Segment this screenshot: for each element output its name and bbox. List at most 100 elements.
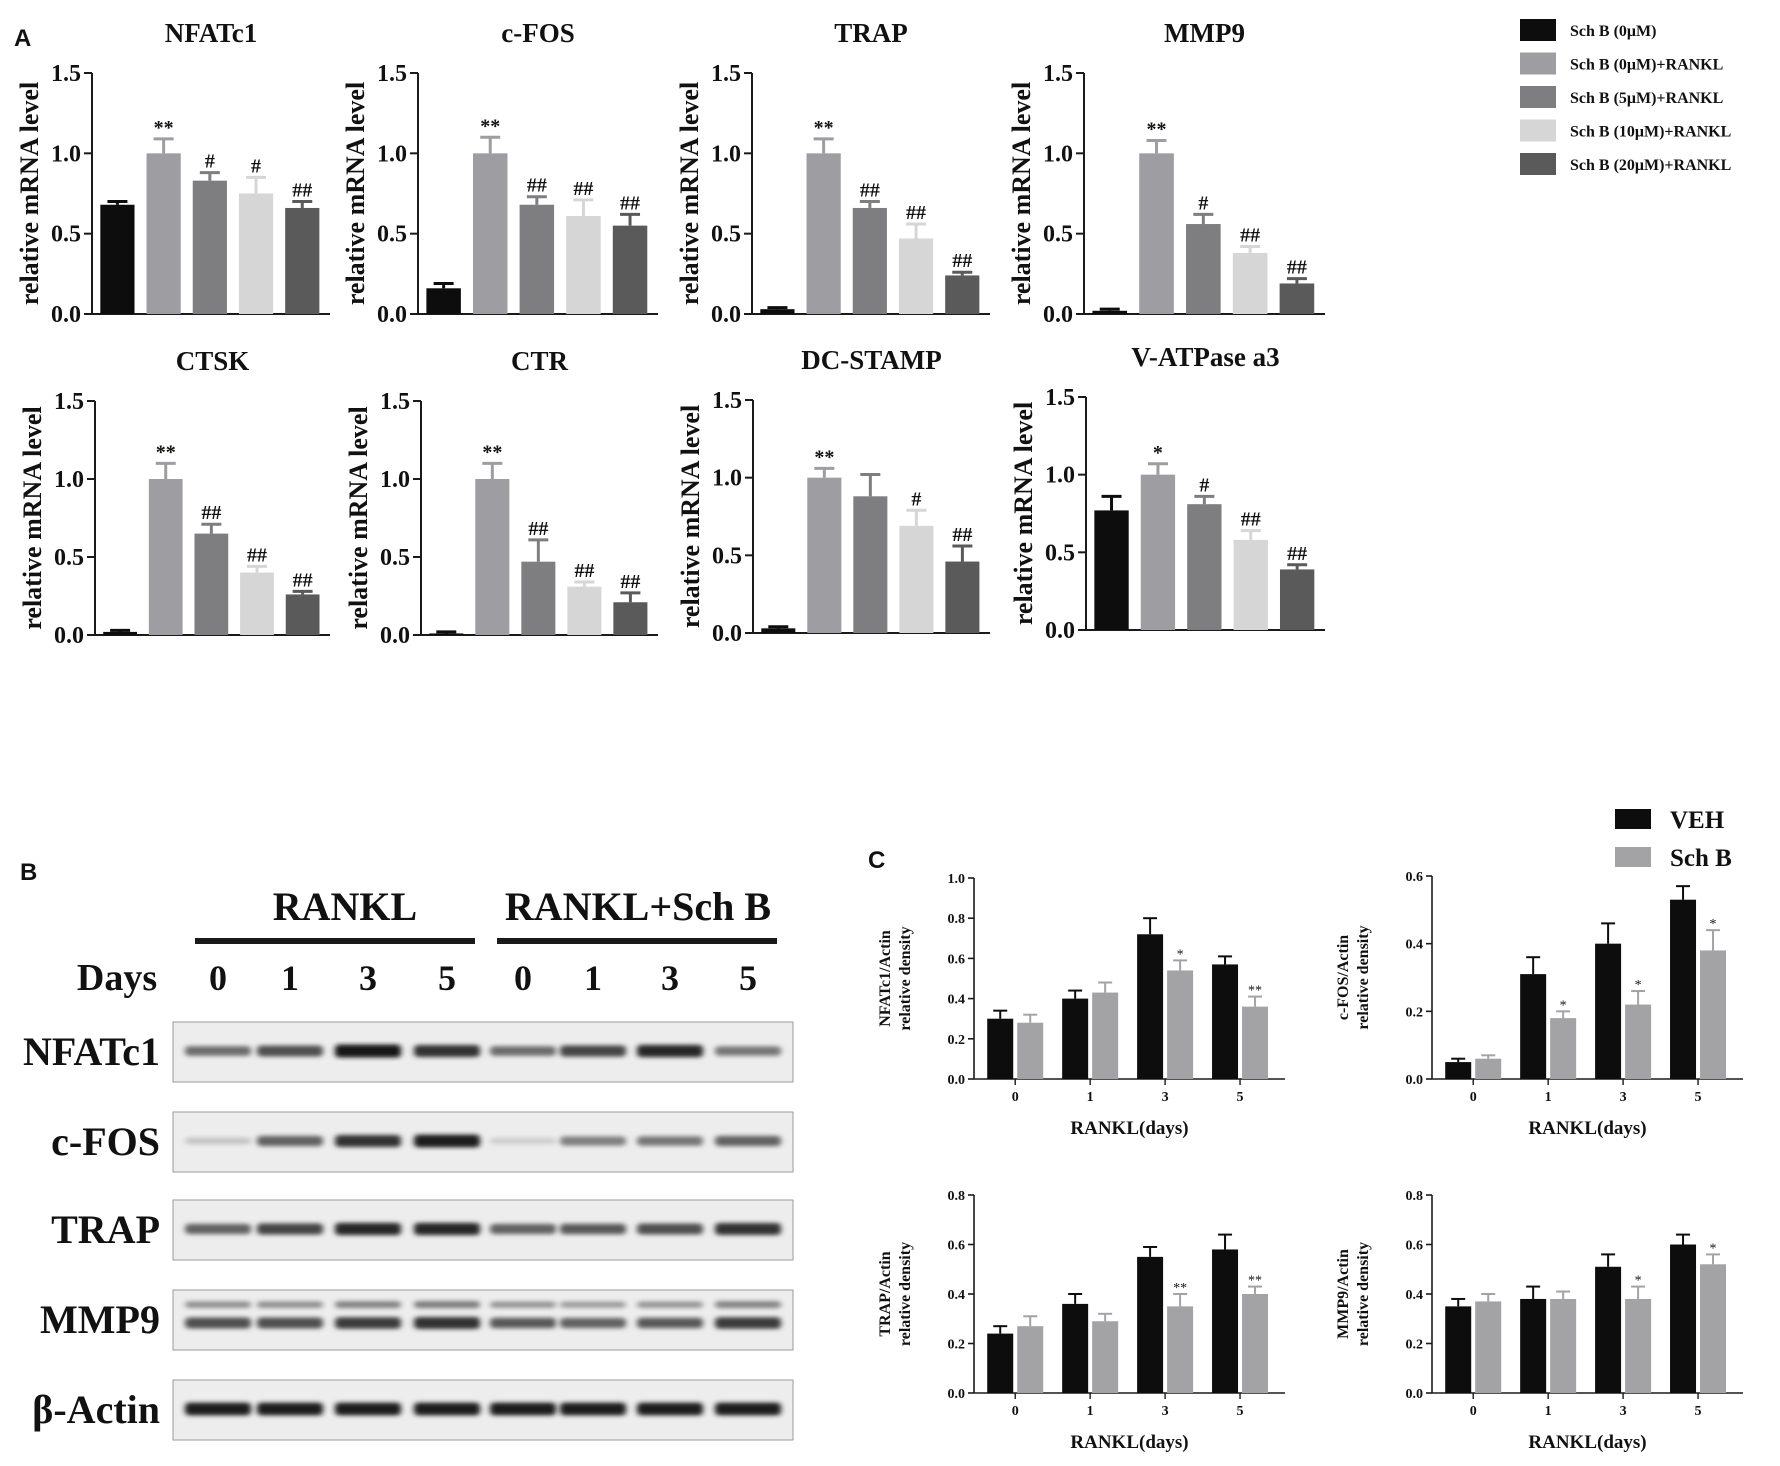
x-axis-label: RANKL(days) bbox=[1070, 1118, 1188, 1139]
bar bbox=[1167, 1306, 1194, 1393]
density-chart-1: NFATc1/Actin relative density 0.0 0.2 0.4 0.6… bbox=[877, 872, 1285, 1139]
y-axis-label: relative mRNA level bbox=[1007, 82, 1036, 305]
bar bbox=[1242, 1006, 1269, 1079]
bar bbox=[1139, 153, 1174, 314]
y-tick-label: 0.0 bbox=[1043, 302, 1073, 328]
panel-a-legend: Sch B (0μM) Sch B (0μM)+RANKL Sch B (5μM)+… bbox=[1520, 19, 1731, 175]
bar bbox=[1595, 1266, 1622, 1393]
blot-band bbox=[257, 1223, 323, 1235]
x-axis-label: RANKL(days) bbox=[1070, 1432, 1188, 1453]
bar bbox=[1475, 1301, 1502, 1393]
x-tick-label: 5 bbox=[1695, 1090, 1702, 1105]
chart-title: CTR bbox=[511, 346, 569, 376]
y-tick-label: 1.0 bbox=[54, 467, 84, 493]
x-tick-label: 0 bbox=[1012, 1090, 1019, 1105]
bar bbox=[519, 204, 555, 314]
blot-protein-label: TRAP bbox=[51, 1207, 160, 1252]
bar bbox=[240, 572, 274, 635]
blot-band bbox=[185, 1046, 251, 1056]
y-tick-label: 1.5 bbox=[54, 389, 84, 415]
bar bbox=[1062, 998, 1089, 1079]
blot-band bbox=[490, 1223, 556, 1235]
y-tick-label: 0.8 bbox=[948, 1189, 966, 1204]
y-tick-label: 0.4 bbox=[1406, 1288, 1424, 1303]
y-tick-label: 0.4 bbox=[1406, 938, 1424, 953]
significance-label: ## bbox=[860, 180, 880, 202]
y-tick-label: 0.2 bbox=[948, 1338, 966, 1353]
legend-swatch bbox=[1520, 52, 1556, 75]
blot-band bbox=[490, 1046, 556, 1056]
significance-label: ## bbox=[952, 250, 972, 272]
bar bbox=[1233, 539, 1268, 630]
bar bbox=[945, 275, 980, 314]
blot-band bbox=[185, 1137, 251, 1145]
bar bbox=[1445, 1306, 1472, 1393]
y-tick-label: 0.5 bbox=[54, 545, 84, 571]
mrna-chart-7: DC-STAMP relative mRNA level 0.0 0.5 1.0 1.5 *… bbox=[676, 345, 990, 647]
blot-lane-label: 5 bbox=[438, 958, 456, 998]
x-tick-label: 5 bbox=[1237, 1090, 1244, 1105]
y-tick-label: 0.2 bbox=[948, 1033, 966, 1048]
y-axis-label-line: relative density bbox=[897, 1242, 914, 1346]
chart-title: TRAP bbox=[834, 18, 908, 48]
bar bbox=[1212, 964, 1239, 1079]
significance-label: ** bbox=[482, 441, 502, 463]
y-tick-label: 0.0 bbox=[1406, 1387, 1424, 1402]
bar bbox=[472, 153, 508, 314]
bar bbox=[1520, 1298, 1547, 1393]
y-tick-label: 0.0 bbox=[712, 621, 742, 647]
bar bbox=[1140, 474, 1176, 630]
blot-band bbox=[257, 1301, 323, 1308]
chart-title: V-ATPase a3 bbox=[1131, 342, 1279, 372]
y-axis-label: c-FOS/Actin relative density bbox=[1335, 925, 1372, 1029]
blot-protein-label: c-FOS bbox=[51, 1119, 160, 1164]
blot-band bbox=[560, 1045, 626, 1057]
y-tick-label: 1.0 bbox=[948, 872, 966, 887]
blot-band bbox=[335, 1317, 401, 1329]
bar bbox=[1137, 1256, 1164, 1393]
bar bbox=[1279, 283, 1315, 314]
bar bbox=[1625, 1298, 1652, 1393]
significance-label: ## bbox=[620, 571, 640, 593]
bar bbox=[285, 594, 320, 635]
y-tick-label: 0.0 bbox=[380, 623, 410, 649]
y-tick-label: 1.0 bbox=[712, 466, 742, 492]
significance-label: ## bbox=[528, 518, 548, 540]
bar bbox=[475, 479, 510, 635]
blot-band bbox=[560, 1317, 626, 1329]
panel-b-letter: B bbox=[20, 859, 37, 886]
bar bbox=[1242, 1294, 1269, 1393]
y-axis-label-line: TRAP/Actin bbox=[877, 1251, 894, 1336]
legend-label: Sch B bbox=[1670, 845, 1732, 872]
y-tick-label: 1.5 bbox=[1045, 385, 1075, 411]
blot-days-label: Days bbox=[77, 957, 157, 999]
blot-protein-label: β-Actin bbox=[32, 1387, 160, 1432]
legend-label: Sch B (5μM)+RANKL bbox=[1570, 90, 1723, 107]
y-tick-label: 0.6 bbox=[1406, 870, 1424, 885]
significance-label: ## bbox=[1287, 543, 1307, 565]
blot-band bbox=[637, 1317, 703, 1329]
y-axis-label: relative mRNA level bbox=[675, 82, 704, 305]
blot-band bbox=[335, 1301, 401, 1309]
blot-band bbox=[414, 1317, 480, 1329]
x-tick-label: 5 bbox=[1695, 1404, 1702, 1419]
y-axis-label-line: MMP9/Actin bbox=[1335, 1249, 1352, 1339]
bar bbox=[285, 207, 320, 314]
bar bbox=[1279, 569, 1315, 630]
blot-band bbox=[560, 1402, 626, 1416]
significance-label: # bbox=[911, 488, 921, 510]
y-axis-label-line: relative density bbox=[1355, 925, 1372, 1029]
blot-lane-label: 1 bbox=[584, 958, 602, 998]
y-tick-label: 1.5 bbox=[380, 389, 410, 415]
significance-label: ** bbox=[814, 446, 834, 468]
chart-title: c-FOS bbox=[501, 18, 575, 48]
bar bbox=[1137, 934, 1164, 1079]
blot-band bbox=[185, 1402, 251, 1416]
chart-title: DC-STAMP bbox=[801, 345, 941, 375]
bar bbox=[1625, 1004, 1652, 1079]
mrna-chart-3: TRAP relative mRNA level 0.0 0.5 1.0 1.5 ** ## #… bbox=[675, 18, 990, 328]
blot-band bbox=[637, 1301, 703, 1308]
legend-label: Sch B (20μM)+RANKL bbox=[1570, 157, 1731, 174]
significance-label: * bbox=[1710, 917, 1717, 932]
